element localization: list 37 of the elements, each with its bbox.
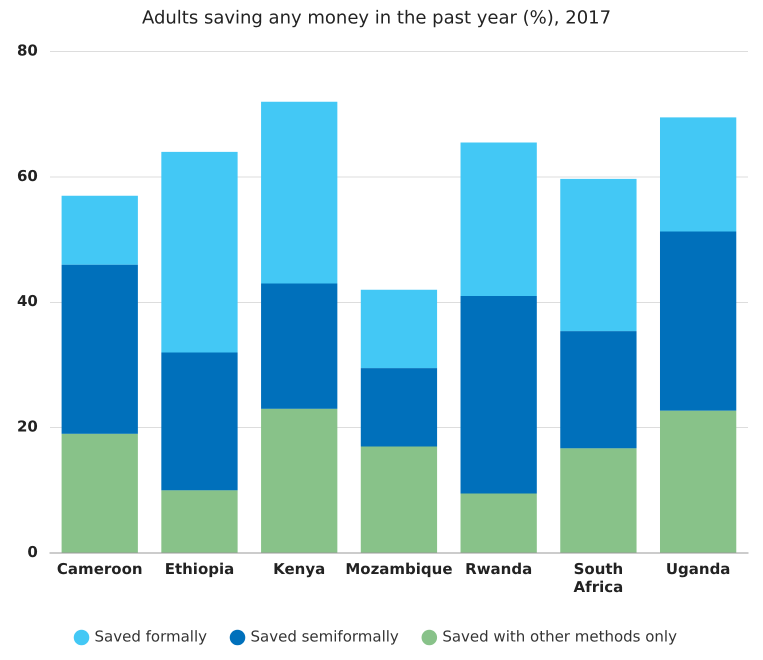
bar [360, 290, 438, 368]
x-tick-label: Uganda [666, 560, 730, 578]
bar [460, 142, 537, 296]
bar [660, 117, 736, 232]
x-tick-label: Rwanda [465, 560, 532, 578]
bar [460, 493, 537, 552]
y-tick-label: 40 [17, 292, 38, 310]
x-tick-label: Ethiopia [164, 560, 234, 578]
bar [660, 410, 736, 552]
x-tick-label: Mozambique [345, 560, 453, 578]
bar [560, 331, 637, 448]
x-tick-label: Cameroon [56, 560, 143, 578]
bar [360, 368, 438, 446]
bar [261, 408, 338, 552]
bar [161, 490, 238, 552]
chart-title: Adults saving any money in the past year (%), 2017 [142, 7, 612, 28]
bar [161, 152, 238, 352]
bar [161, 352, 238, 490]
bar [560, 178, 637, 332]
bar [62, 264, 138, 434]
bar [660, 231, 736, 411]
bar [460, 296, 537, 494]
bar [360, 446, 438, 552]
y-tick-label: 60 [17, 166, 38, 185]
y-tick-label: 0 [27, 542, 38, 561]
y-tick-label: 20 [17, 418, 38, 436]
bar [62, 196, 138, 265]
x-tick-label: South Africa [574, 560, 624, 596]
legend-label: Saved semiformally [250, 627, 399, 646]
bar [261, 284, 338, 409]
y-tick-label: 80 [17, 41, 38, 60]
x-tick-label: Kenya [273, 560, 326, 578]
legend-label: Saved with other methods only [442, 627, 678, 646]
bar [62, 434, 138, 552]
bar [261, 102, 338, 284]
bar [560, 448, 637, 552]
legend-label: Saved formally [94, 627, 208, 646]
